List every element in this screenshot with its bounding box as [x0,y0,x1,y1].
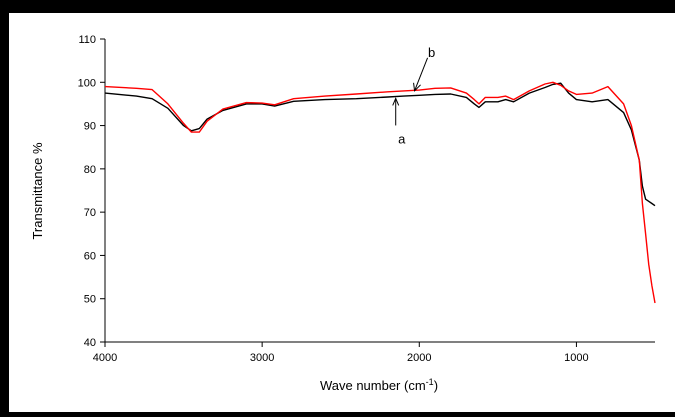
arrow-b-shaft [414,57,429,91]
annotation-label-b: b [428,45,435,60]
x-axis-title-sup: -1 [426,377,434,387]
x-axis-title: Wave number (cm-1) [320,377,438,393]
x-axis-title-end: ) [434,378,438,393]
y-tick-label: 90 [84,121,96,133]
annotations-group: ab [392,45,435,146]
x-tick-label: 1000 [564,352,588,364]
x-axis-title-main: Wave number (cm [320,378,426,393]
x-tick-label: 3000 [250,352,274,364]
x-tick-label: 4000 [93,352,117,364]
annotation-label-a: a [398,131,406,146]
y-tick-label: 110 [78,34,96,46]
series-line-a [104,82,656,207]
arrow-b-head [413,82,421,92]
y-axis-title: Transmittance % [30,142,45,239]
y-tick-label: 70 [84,207,96,219]
y-tick-label: 100 [78,77,96,89]
series-line-b [104,81,656,304]
plot-area [104,39,655,343]
series-group [104,81,656,304]
y-tick-label: 60 [84,250,96,262]
y-tick-label: 80 [84,164,96,176]
arrow-a-head [392,97,400,106]
ticks-group: 40 50 60 70 80 90 100 110 4000 3000 2000 1000 [78,34,589,364]
y-tick-label: 50 [84,294,96,306]
y-tick-label: 40 [84,337,96,349]
x-tick-label: 2000 [407,352,431,364]
